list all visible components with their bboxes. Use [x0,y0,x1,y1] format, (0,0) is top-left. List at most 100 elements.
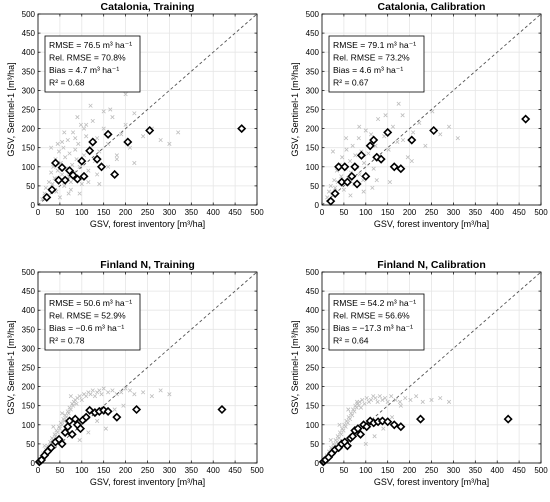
scatter-point [455,136,460,141]
scatter-point [429,397,434,403]
scatter-point [420,399,425,404]
binned-point [145,125,155,136]
scatter-point [73,136,78,141]
scatter-point [86,168,91,173]
binned-point [65,166,75,176]
stats-rmse: RMSE = 79.1 m³ ha⁻¹ [333,40,416,50]
scatter-point [356,136,361,141]
stats-rmse: RMSE = 50.6 m³ ha⁻¹ [49,298,132,308]
panel-title: Catalonia, Calibration [378,1,486,13]
scatter-point [97,388,102,393]
y-tick-label: 500 [306,10,320,19]
x-axis-label: GSV, forest inventory [m³/ha] [90,477,205,487]
binned-point [347,171,357,181]
scatter-point [350,143,355,148]
binned-point [326,196,336,206]
scatter-point [325,195,330,200]
binned-point [42,192,52,202]
scatter-point [75,115,80,120]
binned-point [365,141,375,151]
scatter-point [326,189,332,194]
x-tick-label: 200 [119,208,133,217]
y-tick-label: 100 [306,421,320,430]
binned-point [112,412,122,422]
x-tick-label: 50 [339,208,348,217]
scatter-point [373,395,378,401]
binned-point [396,422,406,432]
scatter-point [123,386,128,391]
scatter-point [46,179,52,185]
one-to-one-line [37,271,258,464]
y-tick-label: 200 [22,383,36,392]
y-tick-label: 400 [306,306,320,315]
scatter-point [90,388,95,393]
scatter-point [132,392,137,397]
y-tick-label: 300 [306,344,320,353]
scatter-point [348,193,353,198]
stats-rel-rmse: Rel. RMSE = 56.6% [333,311,410,321]
scatter-point [67,151,72,156]
stats-rmse: RMSE = 76.5 m³ ha⁻¹ [49,40,132,50]
binned-point [334,162,344,172]
y-axis-label: GSV, Sentinel-1 [m³/ha] [6,62,16,156]
panel-1: 00 50 50 100 100 150 150 200 200 250 250 300 300 350 3… [6,1,264,229]
scatter-point [377,394,382,399]
scatter-point [70,130,76,135]
scatter-point [92,394,98,399]
scatter-point [110,388,115,393]
binned-point [96,162,107,172]
scatter-point [383,113,388,118]
y-tick-label: 450 [22,29,36,38]
binned-point [362,422,372,432]
panel-title: Catalonia, Training [101,1,195,13]
y-tick-label: 300 [306,86,320,95]
stats-box [328,35,425,93]
scatter-point [57,426,62,431]
binned-point [92,154,102,164]
x-tick-label: 50 [55,208,64,217]
scatter-point [363,441,368,446]
x-tick-label: 350 [469,208,483,217]
scatter-point [65,137,70,143]
scatter-point [68,179,73,185]
binned-point [350,162,360,172]
y-tick-label: 250 [22,364,36,373]
scatter-point [438,132,443,137]
scatter-point [395,139,400,145]
y-tick-label: 300 [22,86,36,95]
scatter-point [337,430,343,435]
binned-point [68,170,78,180]
scatter-point [396,101,401,106]
y-tick-label: 200 [306,125,320,134]
scatter-point [339,174,344,179]
scatter-point [344,418,349,424]
scatter-point [123,122,128,127]
scatter-point [347,158,353,164]
scatter-point [95,418,100,424]
scatter-point [368,132,374,137]
y-tick-label: 100 [306,163,320,172]
scatter-point [119,132,124,137]
scatter-point [84,122,89,127]
scatter-point [97,181,102,187]
scatter-point [58,420,63,425]
scatter-point [77,191,82,196]
x-tick-label: 450 [228,466,242,475]
scatter-point [414,394,419,399]
scatter-point [362,401,367,406]
scatter-point [389,415,395,420]
binned-point [217,404,227,415]
y-tick-label: 200 [306,383,320,392]
scatter-point [358,405,364,410]
scatter-point [348,411,353,416]
scatter-point [346,407,351,412]
binned-point [75,424,86,434]
y-tick-label: 300 [22,344,36,353]
scatter-point [62,183,67,188]
binned-point [123,137,133,147]
binned-point [46,443,56,453]
scatter-point [363,128,368,133]
scatter-point [167,392,172,397]
scatter-point [372,434,377,439]
